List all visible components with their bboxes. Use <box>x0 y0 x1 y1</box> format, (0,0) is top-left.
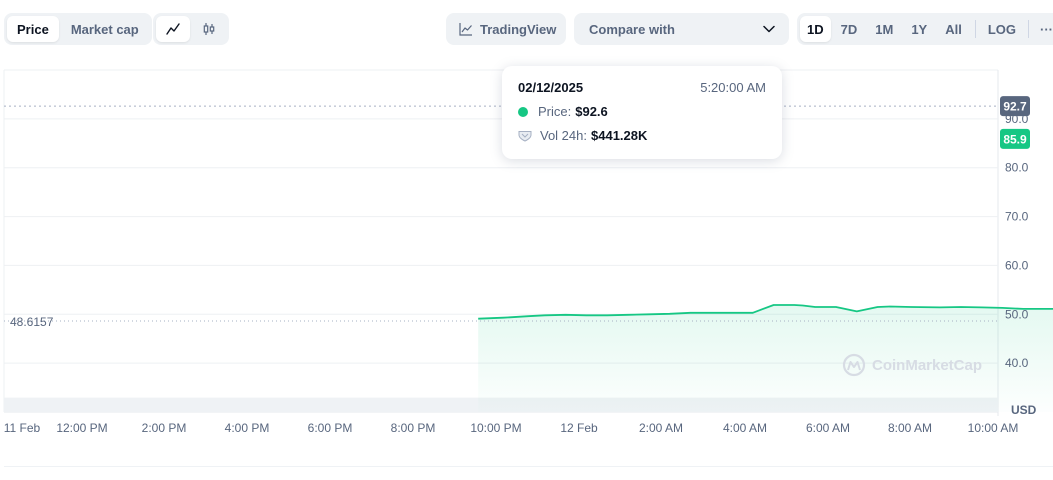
currency-label: USD <box>1011 403 1037 417</box>
tooltip-price-value: $92.6 <box>575 104 608 119</box>
tooltip-time: 5:20:00 AM <box>700 80 766 95</box>
x-tick-label: 6:00 PM <box>308 421 353 435</box>
price-line[interactable] <box>478 102 1053 320</box>
price-area-fill <box>478 305 1053 412</box>
open-price-label: 48.6157 <box>10 315 54 329</box>
candlestick-icon <box>203 23 215 35</box>
x-tick-label: 2:00 AM <box>639 421 683 435</box>
x-tick-label: 8:00 PM <box>391 421 436 435</box>
x-tick-label: 6:00 AM <box>806 421 850 435</box>
x-tick-label: 10:00 AM <box>968 421 1019 435</box>
tooltip-vol-value: $441.28K <box>591 128 648 143</box>
hover-tooltip: 02/12/2025 5:20:00 AM Price: $92.6 Vol 2… <box>502 66 782 159</box>
current-price-text: 85.9 <box>1003 132 1027 146</box>
x-tick-label: 11 Feb <box>4 421 41 435</box>
range-1m[interactable]: 1M <box>875 21 894 37</box>
y-tick-label: 80.0 <box>1005 161 1029 175</box>
watermark: CoinMarketCap <box>842 353 982 377</box>
bottom-panel-edge <box>4 466 1053 480</box>
tooltip-price-label: Price: <box>538 104 572 119</box>
compare-label: Compare with <box>589 21 675 37</box>
watermark-text: CoinMarketCap <box>872 357 982 374</box>
range-7d[interactable]: 7D <box>840 21 858 37</box>
range-all[interactable]: All <box>945 21 962 37</box>
line-chart-icon <box>166 23 180 35</box>
hover-price-text: 92.7 <box>1003 100 1027 114</box>
chevron-down-icon <box>763 25 775 33</box>
tab-price[interactable]: Price <box>7 16 59 42</box>
line-chart-button[interactable] <box>156 16 190 42</box>
x-tick-label: 12 Feb <box>560 421 598 435</box>
tradingview-button[interactable]: TradingView <box>446 13 566 45</box>
more-divider <box>1028 20 1030 38</box>
tab-market-cap[interactable]: Market cap <box>70 21 139 37</box>
tooltip-date: 02/12/2025 <box>518 80 584 95</box>
range-1y[interactable]: 1Y <box>911 21 928 37</box>
candlestick-button[interactable] <box>192 16 226 42</box>
y-tick-label: 50.0 <box>1005 307 1029 321</box>
y-tick-label: 40.0 <box>1005 356 1029 370</box>
more-options-button[interactable]: ··· <box>1040 21 1053 37</box>
hover-price-badge <box>1000 96 1030 117</box>
tooltip-vol-label: Vol 24h: <box>540 128 587 143</box>
time-range-toggle: 1D 7D 1M 1Y All LOG ··· <box>797 13 1053 45</box>
trend-chart-icon <box>459 23 472 36</box>
compare-with-dropdown[interactable]: Compare with <box>574 13 789 45</box>
volume-shield-icon <box>518 130 532 142</box>
tradingview-label: TradingView <box>480 21 557 37</box>
x-tick-label: 10:00 PM <box>470 421 521 435</box>
view-toggle: Price Market cap <box>4 13 152 45</box>
x-tick-label: 2:00 PM <box>142 421 187 435</box>
y-tick-label: 70.0 <box>1005 210 1029 224</box>
current-price-badge <box>1000 128 1030 149</box>
x-tick-label: 12:00 PM <box>56 421 107 435</box>
y-tick-label: 60.0 <box>1005 258 1029 272</box>
chart-type-toggle <box>153 13 229 45</box>
range-divider <box>974 20 976 38</box>
price-dot-icon <box>518 106 528 117</box>
x-tick-label: 4:00 PM <box>225 421 270 435</box>
watermark-logo-mark <box>847 361 861 371</box>
range-1d[interactable]: 1D <box>800 16 831 42</box>
watermark-logo-icon <box>842 353 866 377</box>
x-tick-label: 8:00 AM <box>888 421 932 435</box>
x-tick-label: 4:00 AM <box>723 421 767 435</box>
log-toggle[interactable]: LOG <box>987 21 1017 37</box>
